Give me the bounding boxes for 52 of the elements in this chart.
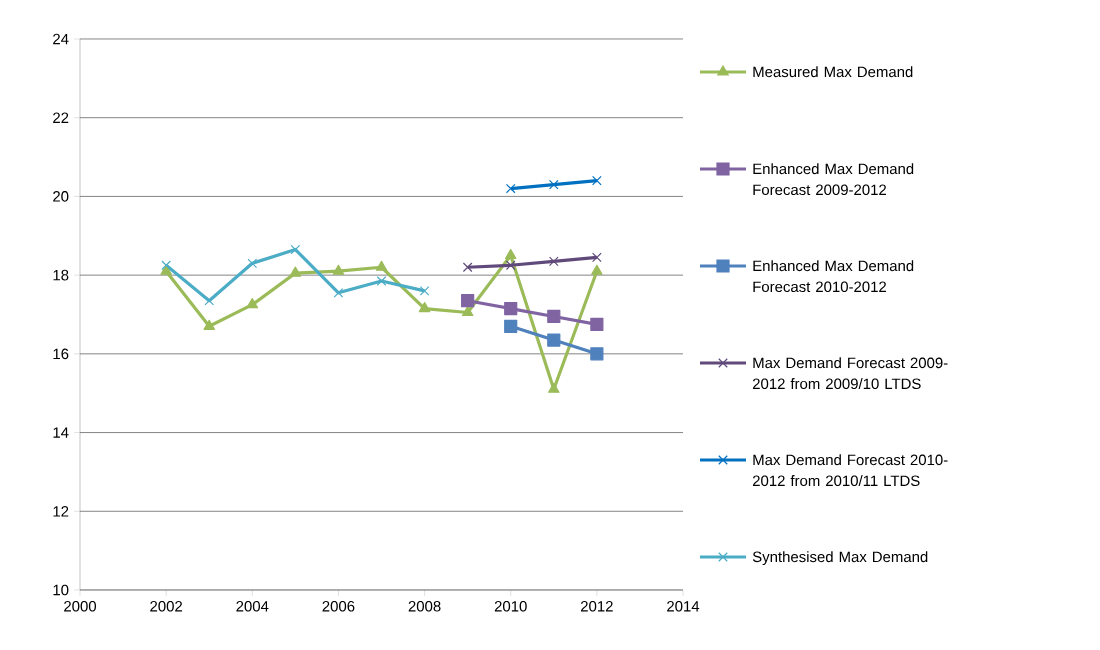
point	[375, 260, 388, 271]
point	[461, 294, 475, 308]
point	[289, 266, 302, 277]
point	[247, 258, 258, 269]
point	[504, 319, 518, 333]
y-tick-label: 12	[53, 506, 69, 517]
point	[290, 244, 301, 255]
x-tick-label: 2008	[408, 601, 441, 612]
point	[590, 317, 604, 331]
point	[246, 298, 259, 309]
point	[547, 333, 561, 347]
legend-label: Max Demand Forecast 2010-2012 from 2010/11 LTDS	[752, 454, 948, 487]
x-tick-label: 2010	[494, 601, 527, 612]
legend-label: Synthesised Max Demand	[752, 551, 928, 566]
point	[548, 382, 560, 393]
point	[591, 264, 603, 275]
point	[419, 286, 430, 296]
point	[462, 262, 473, 273]
point	[590, 347, 604, 361]
y-tick-label: 18	[53, 269, 69, 281]
point	[160, 264, 172, 275]
y-tick-label: 20	[53, 191, 69, 202]
point	[592, 175, 602, 186]
x-tick-label: 2014	[667, 601, 700, 612]
y-tick-label: 10	[53, 584, 69, 596]
x-tick-label: 2004	[236, 601, 269, 612]
point	[548, 256, 559, 267]
point	[418, 301, 431, 313]
legend-label: Measured Max Demand	[753, 66, 913, 78]
point	[547, 309, 561, 324]
y-tick-label: 24	[53, 33, 69, 45]
point	[203, 319, 216, 330]
x-tick-label: 2000	[64, 601, 97, 612]
point	[333, 288, 344, 298]
point	[505, 183, 516, 194]
point	[504, 301, 518, 316]
point	[504, 248, 517, 260]
x-tick-label: 2002	[150, 601, 183, 612]
point	[505, 260, 516, 271]
x-tick-label: 2012	[581, 601, 613, 612]
point	[161, 260, 171, 271]
y-tick-label: 16	[53, 348, 69, 360]
legend-label: Enhanced Max Demand Forecast 2009-2012	[753, 163, 914, 196]
legend-label: Enhanced Max Demand Forecast 2010-2012	[753, 260, 914, 293]
point	[332, 264, 345, 275]
legend-label: Max Demand Forecast 2009-2012 from 2009/10 LTDS	[752, 357, 948, 390]
point	[592, 252, 602, 263]
y-tick-label: 14	[53, 427, 69, 438]
x-tick-label: 2006	[322, 601, 355, 612]
point	[376, 276, 387, 286]
point	[548, 179, 559, 190]
y-tick-label: 22	[53, 112, 69, 123]
